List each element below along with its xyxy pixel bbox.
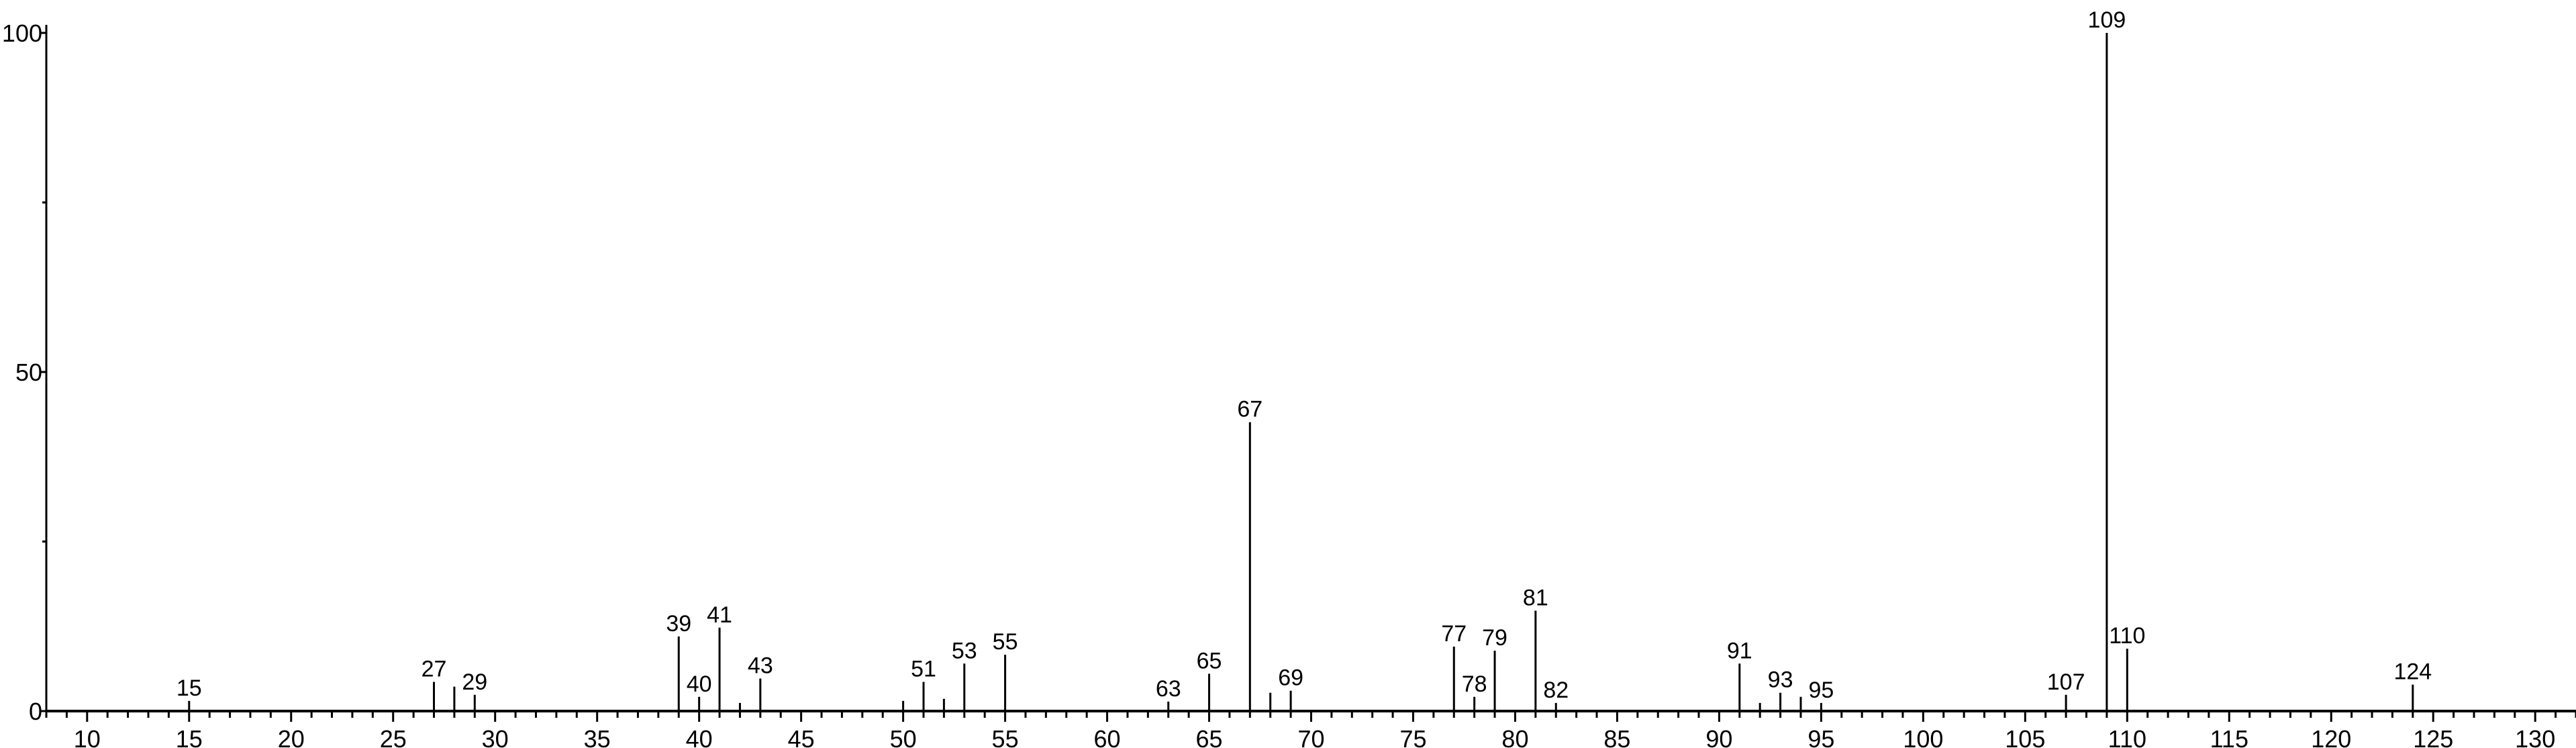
y-tick-label: 50 [15, 359, 42, 386]
peak-label-91: 91 [1727, 638, 1752, 663]
x-tick-label: 125 [2413, 725, 2453, 748]
peak-label-109: 109 [2088, 7, 2126, 33]
x-tick-label: 50 [890, 725, 917, 748]
x-tick-label: 25 [380, 725, 407, 748]
x-tick-label: 90 [1705, 725, 1732, 748]
x-tick-label: 20 [278, 725, 305, 748]
x-tick-label: 120 [2311, 725, 2351, 748]
axes: 10 15 20 25 30 35 40 45 50 55 60 65 70 75 80 85 90 95 100 1… [2, 19, 2576, 748]
peak-label-51: 51 [911, 657, 936, 682]
peak-label-55: 55 [993, 629, 1018, 655]
peak-label-15: 15 [177, 675, 202, 701]
x-tick-label: 60 [1094, 725, 1121, 748]
peak-label-95: 95 [1808, 677, 1834, 703]
x-tick-label: 85 [1603, 725, 1630, 748]
x-tick-label: 105 [2005, 725, 2045, 748]
x-tick-label: 10 [74, 725, 101, 748]
peak-label-65: 65 [1197, 648, 1222, 673]
x-tick-label: 95 [1807, 725, 1834, 748]
peak-label-82: 82 [1543, 677, 1569, 703]
peak-label-77: 77 [1441, 621, 1467, 647]
x-tick-label: 110 [2108, 725, 2146, 748]
peak-label-67: 67 [1237, 397, 1262, 422]
peak-label-40: 40 [687, 671, 712, 697]
peak-label-43: 43 [748, 653, 773, 679]
x-tick-label: 15 [176, 725, 203, 748]
peak-label-79: 79 [1482, 625, 1507, 651]
x-tick-label: 40 [686, 725, 713, 748]
y-tick-label: 100 [2, 19, 42, 47]
x-tick-label: 115 [2210, 725, 2248, 748]
x-tick-label: 65 [1196, 725, 1223, 748]
x-tick-label: 35 [584, 725, 611, 748]
peak-label-110: 110 [2109, 623, 2145, 649]
peak-label-69: 69 [1278, 665, 1303, 691]
peak-label-124: 124 [2393, 659, 2432, 685]
peak-label-93: 93 [1768, 667, 1793, 693]
peak-label-27: 27 [422, 657, 447, 682]
x-tick-label: 130 [2515, 725, 2555, 748]
x-tick-label: 100 [1903, 725, 1943, 748]
x-tick-label: 80 [1501, 725, 1528, 748]
peak-label-78: 78 [1462, 671, 1487, 697]
x-tick-label: 75 [1399, 725, 1426, 748]
peak-label-41: 41 [707, 602, 732, 628]
peak-label-81: 81 [1523, 586, 1548, 611]
x-tick-label: 55 [992, 725, 1019, 748]
peak-label-53: 53 [952, 638, 977, 663]
peak-label-39: 39 [666, 611, 691, 637]
y-tick-label: 0 [29, 698, 42, 725]
x-tick-label: 45 [788, 725, 815, 748]
peak-label-63: 63 [1156, 676, 1181, 702]
x-tick-label: 70 [1297, 725, 1324, 748]
peak-label-107: 107 [2047, 669, 2085, 695]
peaks: 15 27 29 39 40 41 43 51 53 55 63 65 67 69 77 78 79 81 82 91… [177, 7, 2432, 711]
x-tick-label: 30 [482, 725, 509, 748]
peak-label-29: 29 [462, 669, 487, 695]
